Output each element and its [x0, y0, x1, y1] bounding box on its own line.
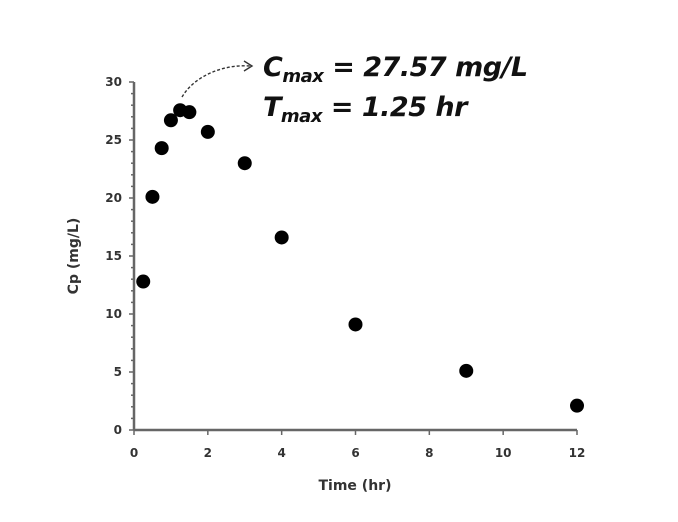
- data-point: [145, 189, 160, 204]
- x-tick-label: 4: [277, 446, 285, 460]
- data-point: [348, 317, 363, 332]
- cmax-value: = 27.57 mg/L: [323, 52, 528, 83]
- y-tick-label: 25: [105, 133, 122, 147]
- y-tick-label: 30: [105, 75, 122, 89]
- data-point: [200, 124, 215, 139]
- tmax-subscript: max: [280, 106, 323, 127]
- cmax-symbol: C: [263, 52, 283, 83]
- tmax-annotation: Tmax = 1.25 hr: [263, 92, 467, 127]
- x-tick-label: 8: [425, 446, 433, 460]
- cmax-annotation: Cmax = 27.57 mg/L: [263, 52, 528, 87]
- data-point: [274, 230, 289, 245]
- x-tick-label: 10: [495, 446, 512, 460]
- y-tick-label: 15: [105, 249, 122, 263]
- data-point: [154, 141, 169, 156]
- data-points: [136, 103, 584, 413]
- x-tick-label: 12: [569, 446, 586, 460]
- x-tick-label: 2: [204, 446, 212, 460]
- arrow-head-icon: [243, 60, 254, 72]
- x-tick-label: 0: [130, 446, 138, 460]
- data-point: [459, 363, 474, 378]
- y-tick-label: 0: [114, 423, 122, 437]
- data-point: [237, 156, 252, 171]
- data-point: [163, 113, 178, 128]
- y-tick-label: 10: [105, 307, 122, 321]
- tmax-value: = 1.25 hr: [321, 92, 468, 123]
- annotation-arrow: [181, 65, 251, 98]
- tmax-symbol: T: [263, 92, 281, 123]
- x-axis-title: Time (hr): [319, 478, 392, 494]
- x-tick-label: 6: [351, 446, 359, 460]
- y-tick-label: 20: [105, 191, 122, 205]
- data-point: [136, 274, 151, 289]
- data-point: [570, 398, 584, 413]
- y-tick-label: 5: [114, 365, 122, 379]
- y-axis-title: Cp (mg/L): [66, 218, 82, 295]
- data-point: [182, 105, 197, 120]
- axes: 0 5 10 15 20 25 30 0 2 4 6 8 10 12: [105, 75, 585, 460]
- cmax-subscript: max: [282, 66, 324, 87]
